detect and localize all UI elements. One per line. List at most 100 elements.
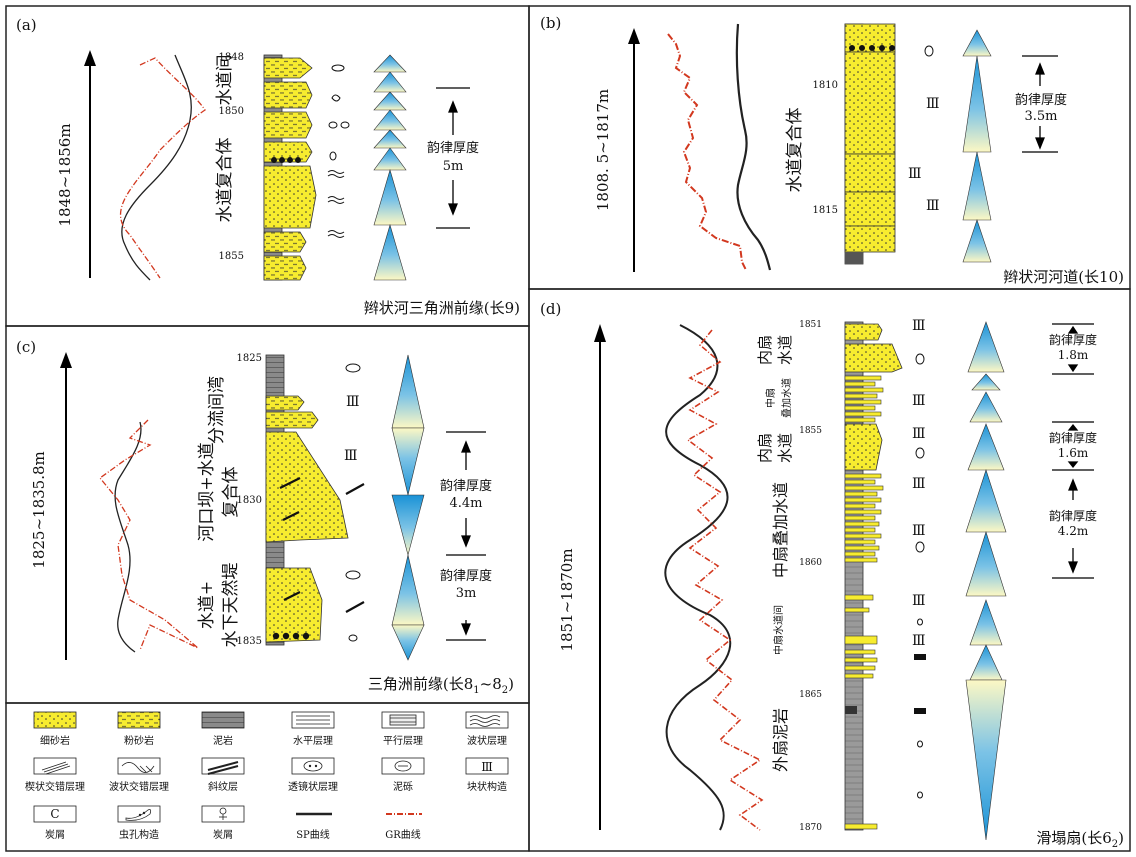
legend-label: 透镜状层理 bbox=[288, 780, 338, 793]
mudstone-icon bbox=[201, 711, 245, 729]
panel-a-letter: (a) bbox=[16, 16, 37, 34]
panel-c-depth-1: 1825 bbox=[237, 353, 262, 364]
panel-a-cycles bbox=[373, 54, 407, 281]
panel-c-cycles bbox=[391, 354, 425, 661]
panel-c-title: 三角洲前缘(长81~82) bbox=[368, 675, 514, 696]
sp-curve bbox=[735, 23, 772, 271]
facies-label: 中扇叠加水道 bbox=[771, 482, 790, 578]
legend-row-2 bbox=[33, 757, 509, 775]
panel-c-interval: 1825~1835.8m bbox=[30, 451, 48, 568]
legend-label: GR曲线 bbox=[385, 828, 421, 841]
sp-curve bbox=[121, 54, 192, 281]
sp-curve bbox=[114, 421, 142, 653]
panel-b-cycles bbox=[962, 29, 992, 263]
panel-a-interval: 1848~1856m bbox=[56, 123, 74, 226]
legend-label: 斜纹层 bbox=[208, 780, 238, 793]
massive-structure-icon: Ⅲ bbox=[912, 476, 926, 492]
facies-label: 水道 bbox=[776, 335, 794, 365]
facies-label: 水道复合体 bbox=[785, 108, 805, 193]
legend-label: 炭屑 bbox=[45, 829, 65, 841]
siltstone-icon bbox=[117, 711, 161, 729]
panel-d-thickness bbox=[1052, 323, 1094, 579]
legend-label: 块状构造 bbox=[467, 780, 507, 793]
thickness-value: 4.2m bbox=[1058, 524, 1089, 538]
legend: 细砂岩 粉砂岩 泥岩 水平层理 平行层理 波状层理 Ⅲ 楔状交错层理 波状交错层… bbox=[25, 711, 509, 841]
panel-frames bbox=[5, 5, 1131, 852]
massive-structure-icon: Ⅲ bbox=[908, 166, 922, 182]
massive-structure-icon: Ⅲ bbox=[912, 393, 926, 409]
panel-b-thickness bbox=[1022, 55, 1058, 153]
panel-a: (a) 1848~1856m 1848 1850 1855 水道间 水道复合体 bbox=[16, 16, 520, 317]
legend-label: 水平层理 bbox=[293, 735, 333, 747]
parallel-bedding-icon bbox=[381, 711, 425, 729]
burrow-structure-icon bbox=[117, 805, 161, 823]
lenticular-bedding-icon bbox=[291, 757, 335, 775]
panel-b: (b) 1808. 5~1817m 1810 1815 水道复合体 Ⅲ Ⅲ Ⅲ bbox=[540, 14, 1124, 286]
panel-c-thickness bbox=[446, 431, 486, 641]
legend-label: 泥岩 bbox=[213, 734, 233, 747]
facies-label: 中扇 bbox=[764, 388, 777, 408]
facies-label: 河口坝+水道 bbox=[197, 442, 217, 541]
panel-a-lithology-column bbox=[263, 54, 317, 281]
massive-structure-icon: Ⅲ bbox=[344, 448, 358, 464]
facies-label: 水道 bbox=[776, 433, 794, 463]
panel-d-title: 滑塌扇(长62) bbox=[1036, 829, 1124, 850]
panel-d-depth-4: 1865 bbox=[799, 690, 822, 700]
facies-label: 水道复合体 bbox=[215, 138, 235, 223]
legend-label: 波状交错层理 bbox=[109, 780, 169, 793]
horizontal-bedding-icon bbox=[291, 711, 335, 729]
wedge-cross-bedding-icon bbox=[33, 757, 77, 775]
legend-label: 楔状交错层理 bbox=[25, 780, 85, 793]
legend-row-1 bbox=[33, 711, 509, 729]
massive-structure-icon: Ⅲ bbox=[926, 198, 940, 214]
legend-label: 泥砾 bbox=[393, 780, 413, 793]
gr-curve bbox=[99, 419, 199, 651]
facies-label: 水下天然堤 bbox=[221, 563, 241, 648]
massive-structure-icon: Ⅲ bbox=[912, 633, 926, 649]
facies-label: 外扇泥岩 bbox=[771, 708, 790, 772]
panel-c-facies: 分流间湾 河口坝+水道 复合体 水道+ 水下天然堤 bbox=[197, 376, 241, 648]
plant-debris-icon bbox=[201, 805, 245, 823]
panel-a-depth-2: 1850 bbox=[219, 106, 244, 117]
mud-gravel-icon bbox=[381, 757, 425, 775]
thickness-label: 韵律厚度 bbox=[1049, 332, 1097, 347]
panel-d-letter: (d) bbox=[540, 300, 561, 318]
panel-d-depth-2: 1855 bbox=[799, 426, 822, 436]
arrow-up-icon bbox=[60, 352, 72, 368]
gr-curve bbox=[686, 329, 764, 831]
massive-structure-icon: Ⅲ bbox=[912, 426, 926, 442]
panel-b-structures: Ⅲ Ⅲ Ⅲ bbox=[908, 45, 940, 214]
panel-a-structures bbox=[327, 64, 350, 238]
thickness-label: 韵律厚度 bbox=[1049, 508, 1097, 523]
panel-a-depth-1: 1848 bbox=[219, 52, 244, 63]
fine-sandstone-icon bbox=[33, 711, 77, 729]
sp-curve bbox=[664, 324, 732, 831]
panel-b-title: 辫状河河道(长10) bbox=[1003, 268, 1124, 286]
legend-label: 平行层理 bbox=[383, 734, 423, 747]
panel-d-depth-1: 1851 bbox=[799, 320, 822, 330]
facies-label: 水道间 bbox=[215, 55, 235, 106]
facies-label: 分流间湾 bbox=[207, 376, 227, 444]
facies-label: 内扇 bbox=[756, 335, 774, 365]
thickness-value: 1.8m bbox=[1058, 348, 1089, 362]
massive-structure-icon: Ⅲ bbox=[926, 96, 940, 112]
legend-label: 虫孔构造 bbox=[119, 828, 159, 841]
arrow-up-icon bbox=[84, 50, 96, 66]
panel-a-thickness bbox=[436, 87, 470, 229]
panel-d-structures: Ⅲ Ⅲ Ⅲ Ⅲ Ⅲ Ⅲ Ⅲ bbox=[912, 318, 926, 799]
carbon-debris-icon bbox=[33, 805, 77, 823]
panel-d-lithology-column bbox=[844, 321, 903, 831]
panel-d: (d) 1851~1870m bbox=[540, 300, 1124, 850]
panel-d-interval: 1851~1870m bbox=[558, 548, 576, 651]
panel-b-lithology-column bbox=[844, 23, 896, 265]
facies-label: 水道+ bbox=[197, 581, 217, 629]
legend-label: 波状层理 bbox=[467, 734, 507, 747]
facies-label: 复合体 bbox=[221, 467, 241, 518]
arrow-up-icon bbox=[594, 324, 606, 342]
gr-curve bbox=[667, 33, 747, 271]
thickness-value: 4.4m bbox=[449, 496, 482, 511]
massive-structure-icon: Ⅲ bbox=[912, 593, 926, 609]
massive-structure-icon bbox=[465, 757, 509, 775]
legend-frame bbox=[5, 702, 530, 852]
panel-d-facies: 内扇 水道 中扇 叠加水道 内扇 水道 中扇叠加水道 中扇水道间 外扇泥岩 bbox=[756, 335, 794, 772]
